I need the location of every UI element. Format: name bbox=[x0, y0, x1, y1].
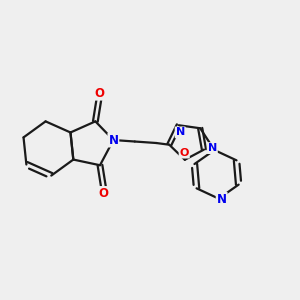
Text: N: N bbox=[208, 143, 217, 153]
Text: O: O bbox=[94, 87, 104, 100]
Text: N: N bbox=[108, 134, 118, 146]
Text: N: N bbox=[176, 128, 185, 137]
Text: N: N bbox=[217, 193, 226, 206]
Text: O: O bbox=[99, 187, 109, 200]
Text: O: O bbox=[179, 148, 189, 158]
